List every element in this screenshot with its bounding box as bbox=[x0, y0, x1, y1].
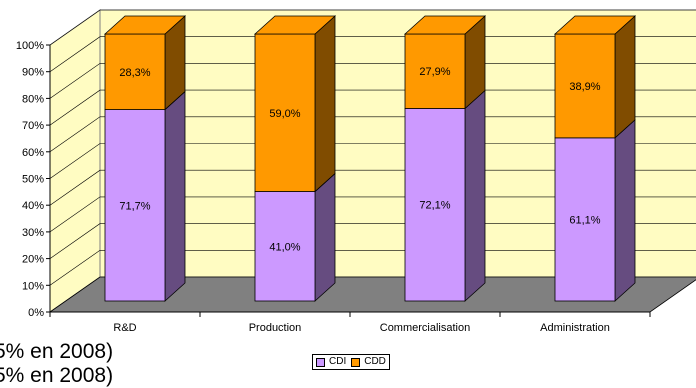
bar-cdi bbox=[554, 137, 616, 302]
data-label-cdi: 72,1% bbox=[419, 200, 450, 212]
y-tick-label: 40% bbox=[22, 200, 44, 212]
cropped-text-line-1: 5% en 2008) bbox=[0, 340, 114, 363]
bar-top-cdd bbox=[403, 15, 487, 35]
data-label-cdi: 71,7% bbox=[119, 200, 150, 212]
x-category-label: Production bbox=[249, 322, 302, 334]
x-category-label: Commercialisation bbox=[380, 322, 470, 334]
legend-swatch-cdd bbox=[351, 357, 361, 367]
bar-side-cdi bbox=[164, 90, 186, 302]
y-tick-label: 80% bbox=[22, 93, 44, 105]
bar-cdd bbox=[404, 33, 466, 109]
bar-cdd bbox=[254, 33, 316, 192]
data-label-cdd: 27,9% bbox=[419, 66, 450, 78]
stacked-bar-chart: 0% 10% 20% 30% 40% 50% 60% 70% 80% 90% 100% R&D Prod… bbox=[16, 9, 696, 334]
bar-cdi bbox=[254, 191, 316, 302]
gridline bbox=[49, 63, 696, 99]
legend-swatch-cdi bbox=[316, 357, 325, 367]
y-tick-label: 70% bbox=[22, 120, 44, 132]
chart-gridlines bbox=[49, 9, 696, 286]
bar-cdi bbox=[404, 108, 466, 302]
data-label-cdd: 59,0% bbox=[269, 108, 300, 120]
y-tick-label: 0% bbox=[28, 307, 44, 319]
data-label-cdd: 38,9% bbox=[569, 81, 600, 93]
legend-label-cdi: CDI bbox=[329, 356, 347, 367]
bar-top-cdd bbox=[553, 15, 637, 35]
chart-labels: 71,7% 28,3% 41,0% 59,0% 72,1% 27,9% 61,1% 38,9% bbox=[119, 66, 600, 253]
bar-cdd bbox=[104, 33, 166, 110]
gridline bbox=[49, 169, 696, 206]
y-tick-label: 100% bbox=[16, 40, 44, 52]
x-category-label: R&D bbox=[113, 322, 136, 334]
bar-side-cdi bbox=[314, 172, 336, 302]
gridline bbox=[49, 36, 696, 72]
y-tick-label: 10% bbox=[22, 280, 44, 292]
bar-top-cdd bbox=[253, 15, 337, 35]
bar-side-cdd bbox=[314, 15, 336, 193]
gridline bbox=[49, 9, 696, 46]
bar-side-cdi bbox=[614, 118, 636, 302]
gridline bbox=[49, 223, 696, 259]
bar-cdd bbox=[554, 33, 616, 139]
chart-bars bbox=[103, 15, 637, 302]
y-tick-label: 30% bbox=[22, 227, 44, 239]
bar-side-cdd bbox=[614, 15, 636, 139]
bar-side-cdi bbox=[464, 89, 486, 302]
x-category-label: Administration bbox=[540, 322, 610, 334]
gridline bbox=[49, 196, 696, 233]
y-tick-label: 50% bbox=[22, 174, 44, 186]
data-label-cdd: 28,3% bbox=[119, 67, 150, 79]
chart-axes: 0% 10% 20% 30% 40% 50% 60% 70% 80% 90% 100% R&D Prod… bbox=[16, 40, 651, 334]
gridline bbox=[49, 116, 696, 153]
y-tick-label: 20% bbox=[22, 254, 44, 266]
data-label-cdi: 61,1% bbox=[569, 214, 600, 226]
gridline bbox=[49, 250, 696, 286]
y-tick-label: 60% bbox=[22, 147, 44, 159]
gridline bbox=[49, 89, 696, 126]
data-label-cdi: 41,0% bbox=[269, 241, 300, 253]
legend-label-cdd: CDD bbox=[364, 356, 386, 367]
y-tick-label: 90% bbox=[22, 67, 44, 79]
chart-legend: CDI CDD bbox=[312, 354, 390, 370]
gridline bbox=[49, 143, 696, 179]
bar-top-cdd bbox=[103, 15, 187, 35]
